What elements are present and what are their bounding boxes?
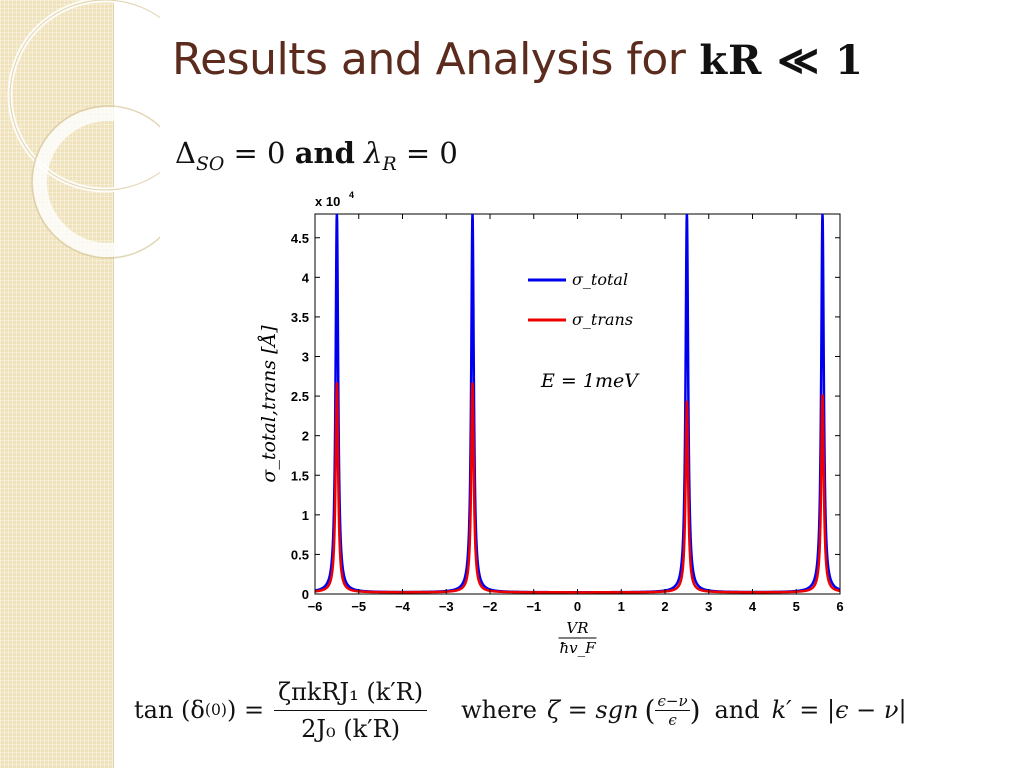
k-prime-definition: k′ = |ϵ − ν| — [771, 696, 907, 724]
x-tick-label: 0 — [574, 599, 581, 614]
x-tick-label: 6 — [836, 599, 843, 614]
x-tick-label: 1 — [618, 599, 625, 614]
title-text: Results and Analysis for — [172, 34, 686, 85]
delta-subscript: SO — [195, 153, 225, 175]
y-tick-label: 1.5 — [291, 468, 309, 483]
formula-fraction: ζπkRJ₁ (k′R) 2J₀ (k′R) — [274, 678, 428, 743]
y-tick-label: 3 — [302, 350, 309, 365]
x-tick-label: −2 — [483, 599, 498, 614]
scale-factor-exponent: 4 — [349, 190, 354, 200]
energy-annotation: E = 1meV — [540, 370, 640, 392]
formula-denominator: 2J₀ (k′R) — [301, 714, 401, 743]
x-tick-label: −4 — [395, 599, 411, 614]
zeta-numerator: ϵ−ν — [655, 691, 690, 711]
decorative-circles — [7, 0, 160, 259]
y-tick-label: 3.5 — [291, 310, 309, 325]
y-tick-label: 1 — [302, 508, 309, 523]
slide-title: Results and Analysis for kR ≪ 1 — [172, 34, 864, 94]
where-text: where — [461, 696, 538, 724]
y-tick-label: 2 — [302, 429, 309, 444]
y-tick-label: 0 — [302, 587, 309, 602]
x-tick-label: 5 — [793, 599, 800, 614]
x-tick-label: 4 — [749, 599, 757, 614]
formula-lhs-close: ) = — [226, 696, 265, 724]
and-text: and — [714, 696, 760, 724]
formula-lhs-subscript: (0) — [204, 701, 227, 719]
phase-shift-formula: tan (δ (0)) = ζπkRJ₁ (k′R) 2J₀ (k′R) wher… — [134, 660, 1019, 760]
formula-numerator: ζπkRJ₁ (k′R) — [274, 678, 428, 711]
x-axis-label-denominator: ħv_F — [559, 639, 596, 657]
legend-label: σ_total — [572, 270, 628, 289]
y-tick-label: 4 — [302, 270, 310, 285]
x-tick-label: −3 — [439, 599, 454, 614]
cross-section-chart: −6 −5 −4 −3 −2 −1 0 1 2 3 4 5 6 0 0.5 1 1.5 2 2.5 3 3.5 4 4.5 x… — [258, 190, 844, 657]
paren-close: ) — [689, 693, 701, 727]
lambda-symbol: λ — [354, 136, 383, 170]
delta-symbol: Δ — [175, 136, 196, 170]
zeta-fraction: ϵ−ν ϵ — [655, 691, 690, 729]
x-tick-label: 2 — [661, 599, 668, 614]
x-tick-label: −1 — [526, 599, 541, 614]
condition-equation: ΔSO = 0 and λR = 0 — [175, 136, 458, 175]
x-tick-label: −6 — [308, 599, 323, 614]
zeta-definition: ζ = sgn — [547, 696, 639, 724]
legend-label: σ_trans — [572, 310, 633, 329]
lambda-subscript: R — [382, 153, 397, 175]
condition-connector: and — [294, 136, 355, 170]
title-math: kR ≪ 1 — [699, 37, 864, 84]
formula-lhs: tan (δ — [134, 696, 205, 724]
zeta-denominator: ϵ — [668, 710, 677, 729]
delta-value: = 0 — [224, 136, 295, 170]
paren-open: ( — [644, 693, 656, 727]
lambda-value: = 0 — [396, 136, 458, 170]
x-tick-label: −5 — [351, 599, 366, 614]
scale-factor-label: x 10 — [315, 194, 340, 209]
y-tick-label: 0.5 — [291, 547, 309, 562]
y-axis-label: σ_total,trans [Å] — [258, 325, 280, 483]
y-tick-label: 4.5 — [291, 231, 309, 246]
y-tick-label: 2.5 — [291, 389, 309, 404]
x-axis-label-numerator: VR — [566, 619, 588, 637]
x-tick-label: 3 — [705, 599, 712, 614]
